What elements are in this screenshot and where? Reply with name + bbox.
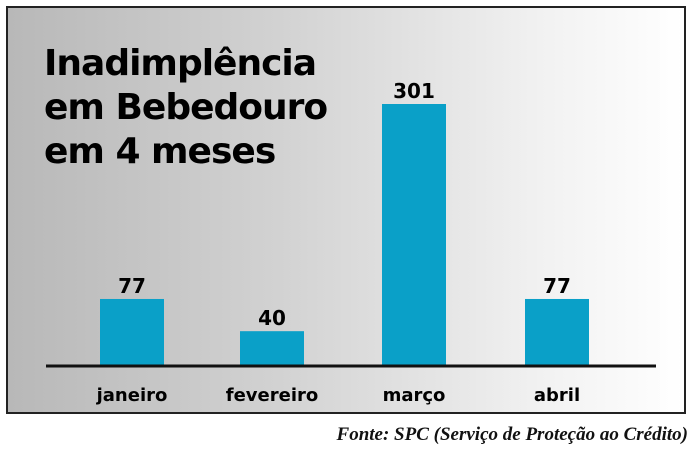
category-label-fevereiro: fevereiro — [226, 385, 318, 406]
title-line-1: Inadimplência — [44, 43, 317, 84]
bar-fevereiro — [240, 331, 304, 366]
category-label-janeiro: janeiro — [96, 385, 168, 406]
bar-chart: 77 janeiro 40 fevereiro 301 março 77 abril — [46, 79, 656, 406]
source-note: Fonte: SPC (Serviço de Proteção ao Crédi… — [336, 424, 688, 445]
title-line-2: em Bebedouro — [44, 87, 328, 128]
title-line-3: em 4 meses — [44, 131, 276, 172]
chart-frame: Inadimplência em Bebedouro em 4 meses 77… — [6, 6, 686, 414]
category-label-abril: abril — [534, 385, 580, 406]
category-label-março: março — [383, 385, 446, 406]
bar-janeiro — [100, 298, 164, 366]
bar-abril — [525, 298, 589, 366]
chart-title: Inadimplência em Bebedouro em 4 meses — [44, 42, 328, 174]
value-label-março: 301 — [393, 79, 435, 103]
value-label-janeiro: 77 — [118, 274, 146, 298]
value-label-fevereiro: 40 — [258, 306, 286, 330]
bar-março — [382, 104, 446, 366]
value-label-abril: 77 — [543, 274, 571, 298]
